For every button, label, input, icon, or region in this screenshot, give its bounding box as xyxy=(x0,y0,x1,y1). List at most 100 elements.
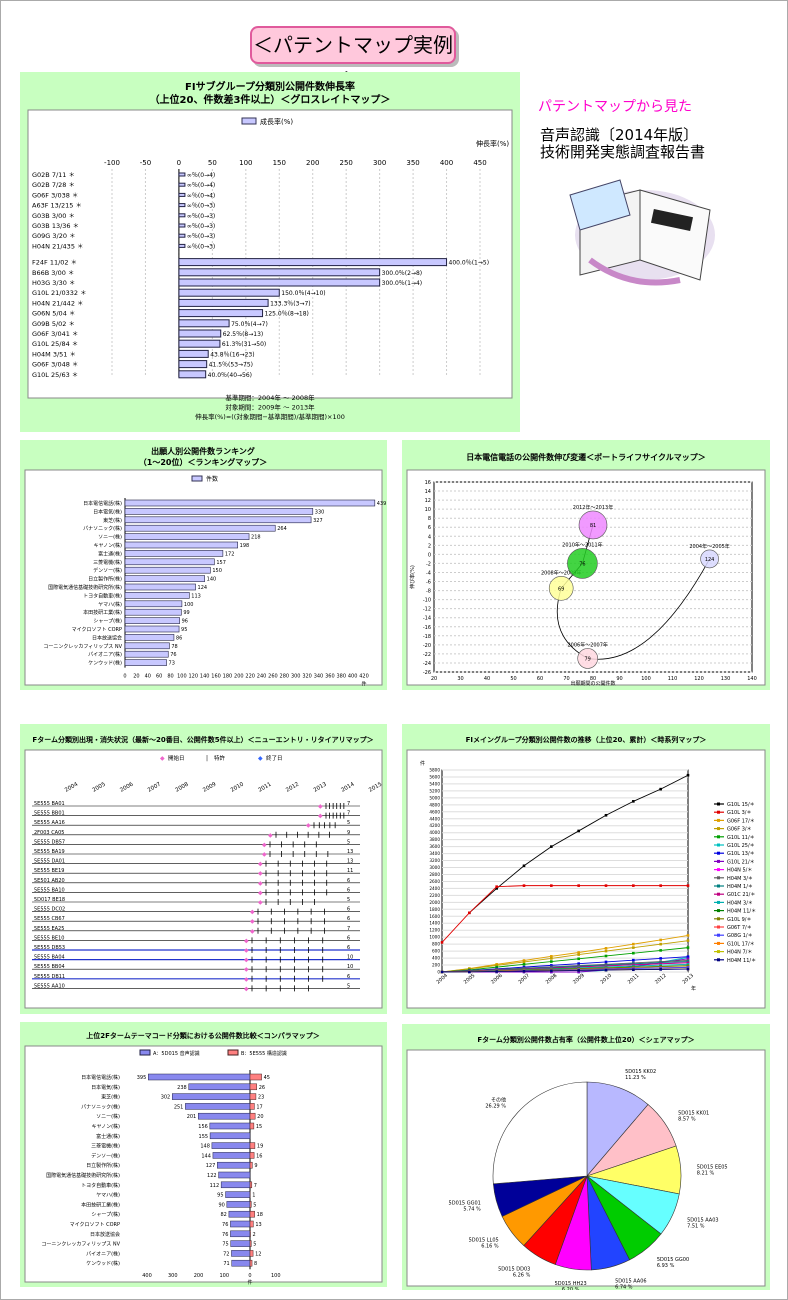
legend-label: H04M 11/＊ xyxy=(727,909,756,915)
y-tick-label: 3400 xyxy=(429,851,440,856)
chart-title: Fターム分類別出現・消失状況（最新～20番目、公開件数5件以上）＜ニューエントリ… xyxy=(32,735,373,744)
x-tick-label: 50 xyxy=(510,676,516,682)
compare-chart: 上位2Fタームテーマコード分類における公開件数比較＜コンパラマップ＞ A：5D01… xyxy=(24,1031,383,1286)
bar-label: 133.3％(3→7) xyxy=(270,300,311,307)
bar xyxy=(178,370,207,379)
series-point xyxy=(495,970,498,973)
category-label: H04N 21/435 ＊ xyxy=(32,242,84,250)
bubble xyxy=(548,576,574,601)
y-tick-label: 3800 xyxy=(429,837,440,842)
category-label: 国際電気通信基礎技術研究所(株) xyxy=(48,584,122,591)
series-line xyxy=(441,968,689,973)
x-tick-label: 100 xyxy=(641,676,651,682)
start-marker: ◆ xyxy=(258,899,263,906)
category-label: G06N 5/04 ＊ xyxy=(32,310,75,318)
plot-paper xyxy=(24,749,383,1009)
bar-a xyxy=(220,1181,251,1189)
chart-title: 出願人別公開件数ランキング xyxy=(151,446,255,456)
y-tick-label: 4200 xyxy=(429,823,440,828)
start-marker: ◆ xyxy=(244,937,249,944)
bar-a xyxy=(226,1201,251,1208)
category-label: G09B 5/02 ＊ xyxy=(32,320,75,328)
bar-label: ∞％(0→4) xyxy=(187,192,215,199)
row-code: 5E555 BA10 xyxy=(34,887,65,893)
category-label: パナソニック(株) xyxy=(81,1103,120,1110)
bar xyxy=(124,634,175,641)
series-point xyxy=(632,958,635,962)
y-tick-label: -26 xyxy=(423,670,431,676)
start-marker: ◆ xyxy=(318,803,323,810)
start-marker: ◆ xyxy=(262,851,267,858)
y-tick-label: 2600 xyxy=(429,879,440,884)
bar-a-label: 156 xyxy=(198,1124,208,1130)
y-tick-label: 2 xyxy=(428,543,431,549)
series-point xyxy=(468,911,471,915)
bar xyxy=(124,617,180,624)
bar xyxy=(124,499,376,507)
y-tick-label: -12 xyxy=(423,607,431,613)
bubble-period: 2010年～2011年 xyxy=(562,541,602,548)
start-marker: ◆ xyxy=(250,909,255,916)
x-tick-label: 20 xyxy=(133,674,139,680)
row-count: 10 xyxy=(347,964,353,970)
bar-a xyxy=(209,1122,251,1130)
bar-b xyxy=(249,1142,256,1149)
x-tick-label: 200 xyxy=(234,674,244,680)
category-label: 本田技研工業(株) xyxy=(83,609,122,616)
x-tick-label: 180 xyxy=(223,674,233,680)
legend-label: H04M 1/＊ xyxy=(727,884,753,890)
bar xyxy=(124,600,183,608)
bar-a xyxy=(217,1161,251,1169)
legend-marker xyxy=(717,868,720,872)
y-tick-label: 4400 xyxy=(429,816,440,821)
y-tick-label: 14 xyxy=(425,489,431,495)
bar-label: 400.0％(1→5) xyxy=(449,260,490,267)
page-title: ＜パテントマップ実例＞ xyxy=(250,26,456,91)
series-point xyxy=(550,955,553,958)
bar xyxy=(178,339,221,348)
category-label: H04N 21/442 ＊ xyxy=(32,299,84,307)
bar-a xyxy=(188,1083,251,1091)
bar-a-label: 71 xyxy=(223,1261,229,1267)
bar-a-label: 302 xyxy=(161,1095,171,1101)
bar-infinite xyxy=(178,182,186,187)
category-label: 富士通(株) xyxy=(96,1133,120,1140)
plot-paper xyxy=(27,109,513,399)
bar-label: 113 xyxy=(191,593,201,599)
slice-percent: 26.29 % xyxy=(485,1104,506,1110)
x-tick-label: 160 xyxy=(211,674,221,680)
x-tick-label: 150 xyxy=(273,159,286,167)
bar-label: 172 xyxy=(225,551,235,557)
lifecycle-panel: 日本電信電話の公開件数伸び変遷＜ポートライフサイクルマップ＞ 16 14 12 10 8 6… xyxy=(402,440,770,690)
bubble xyxy=(578,510,608,540)
legend-label: H04N 5/＊ xyxy=(727,868,752,874)
start-marker: ◆ xyxy=(318,813,323,820)
y-tick-label: -4 xyxy=(426,570,431,576)
bar-b xyxy=(249,1220,254,1228)
bar xyxy=(124,583,196,591)
legend-marker xyxy=(717,818,720,822)
bar-label: 300.0％(1→4) xyxy=(382,280,423,287)
legend-label: G10L 3/＊ xyxy=(727,810,751,816)
slice-label: 5D015 EE05 xyxy=(697,1165,728,1171)
series-point xyxy=(522,960,526,964)
x-tick-label: 400 xyxy=(142,1273,152,1279)
row-code: 5E555 BA04 xyxy=(34,955,65,961)
timeseries-panel: FIメイングループ分類別公開件数の推移（上位20、累計）＜時系列マップ＞ 件 0 20… xyxy=(402,724,770,1014)
row-code: 5E555 EA25 xyxy=(34,926,64,932)
series-point xyxy=(632,800,635,803)
category-label: 日本電信電話(株) xyxy=(81,1074,120,1081)
start-marker: ◆ xyxy=(244,966,249,973)
y-tick-label: 12 xyxy=(425,498,431,504)
x-tick-label: 380 xyxy=(336,674,346,680)
y-tick-label: 5200 xyxy=(429,788,440,793)
bar-a xyxy=(231,1259,251,1267)
bar-b xyxy=(249,1230,251,1238)
bar-label: 100 xyxy=(184,602,194,608)
legend-marker xyxy=(717,835,720,839)
legend-marker xyxy=(717,892,720,896)
bar xyxy=(178,309,264,318)
y-tick-label: 2800 xyxy=(429,872,440,877)
bar-a xyxy=(212,1152,251,1159)
series-point xyxy=(659,938,662,942)
